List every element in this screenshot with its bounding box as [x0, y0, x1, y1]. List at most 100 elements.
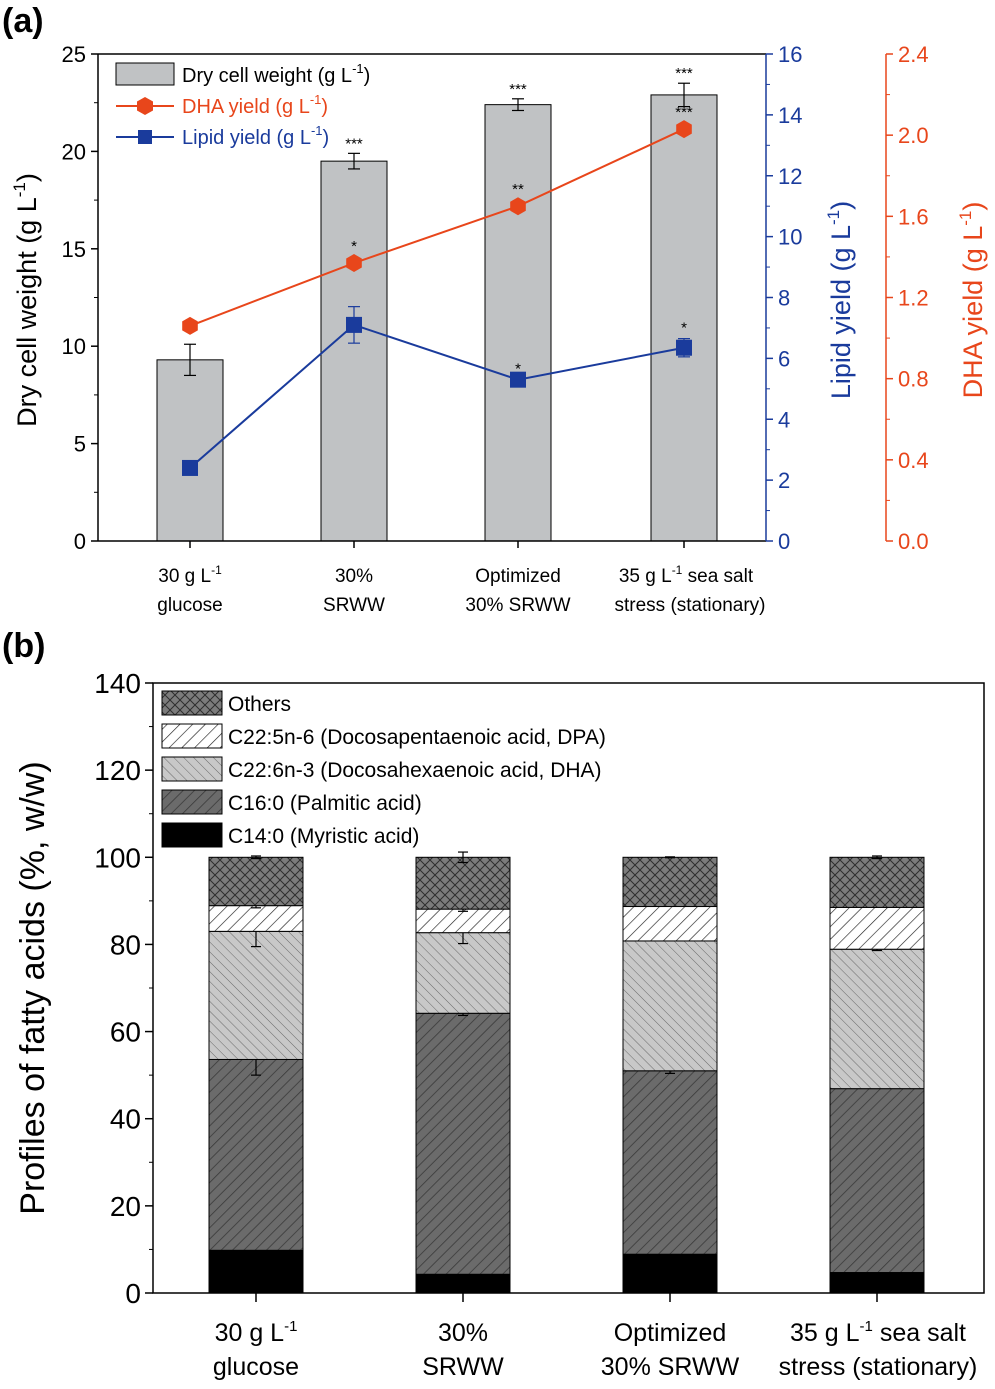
a-cat-3-line1: Optimized — [475, 566, 561, 587]
a-left-tick-label: 15 — [62, 237, 86, 262]
b-dha-segment — [208, 930, 304, 1060]
a-cat-4-line1-text: 35 g L — [619, 566, 672, 587]
a-legend-dha-marker — [137, 97, 153, 115]
a-left-axis-title-sup: -1 — [10, 182, 29, 197]
a-lipid-line — [189, 323, 685, 469]
a-left-axis-title-close: ) — [12, 173, 42, 182]
a-cat-1-line1: 30 g L-1 — [158, 563, 222, 587]
a-lipid-tick-label: 16 — [778, 42, 802, 67]
a-cat-4-line1-sup: -1 — [672, 563, 683, 577]
b-legend-dha-swatch — [161, 756, 223, 782]
a-dha-line — [189, 128, 685, 327]
b-palmitic-segment — [208, 1058, 304, 1251]
b-y-tick-label: 140 — [94, 668, 141, 699]
a-legend-dha-text: DHA yield (g L — [182, 96, 310, 118]
panel-b-label: (b) — [2, 627, 45, 665]
a-lipid-tick-label: 0 — [778, 529, 790, 554]
b-y-tick-label: 60 — [110, 1017, 141, 1048]
a-cat-1-line1-sup: -1 — [211, 563, 222, 577]
a-left-axis-title: Dry cell weight (g L-1) — [10, 173, 42, 427]
a-legend: Dry cell weight (g L-1) DHA yield (g L-1… — [115, 61, 370, 149]
a-lipid-tick-label: 2 — [778, 468, 790, 493]
b-cat-4-line1-text: 35 g L — [790, 1319, 860, 1347]
panel-a-label: (a) — [2, 2, 44, 40]
b-cat-4-line1-sup: -1 — [860, 1318, 873, 1335]
a-dha-tick-label: 0.8 — [898, 367, 929, 392]
a-legend-dcw-sup: -1 — [352, 61, 364, 76]
b-y-tick-label: 80 — [110, 929, 141, 960]
a-legend-dcw-text: Dry cell weight (g L — [182, 65, 352, 87]
b-legend-myristic-label: C14:0 (Myristic acid) — [228, 825, 419, 848]
b-dpa-segment — [415, 908, 511, 934]
a-dha-point — [510, 197, 526, 216]
a-dha-tick-label: 2.4 — [898, 42, 929, 67]
a-dcw-bar — [650, 94, 718, 542]
a-dcw-bar — [484, 104, 552, 542]
b-dha-segment — [415, 932, 511, 1014]
b-myristic-segment — [415, 1273, 511, 1294]
a-lipid-axis-title-close: ) — [826, 201, 856, 210]
a-dcw-bar — [156, 359, 224, 542]
a-lipid-tick-label: 12 — [778, 164, 802, 189]
b-myristic-segment — [622, 1253, 718, 1294]
b-legend-others-label: Others — [228, 693, 291, 716]
a-legend-lipid-close: ) — [323, 127, 330, 149]
a-dha-significance: * — [351, 238, 357, 255]
b-y-tick-label: 40 — [110, 1104, 141, 1135]
a-dha-significance: *** — [675, 104, 693, 121]
a-cat-3-line2: 30% SRWW — [465, 595, 570, 616]
b-cat-1-line1-text: 30 g L — [215, 1319, 285, 1347]
a-legend-dcw-swatch — [115, 62, 175, 86]
b-y-tick-label: 20 — [110, 1191, 141, 1222]
b-myristic-segment — [208, 1249, 304, 1294]
b-dpa-segment — [622, 906, 718, 942]
b-others-segment — [622, 856, 718, 908]
a-cat-4-line1-tail: sea salt — [682, 566, 753, 587]
b-dha-segment — [622, 940, 718, 1072]
a-legend-dcw-label: Dry cell weight (g L-1) — [182, 61, 370, 87]
b-y-tick-label: 0 — [125, 1278, 141, 1309]
a-dha-axis-title: DHA yield (g L-1) — [956, 202, 988, 399]
a-left-axis-title-text: Dry cell weight (g L — [12, 197, 42, 427]
a-dha-tick-label: 2.0 — [898, 123, 929, 148]
b-y-tick-label: 100 — [94, 842, 141, 873]
a-legend-dha-label: DHA yield (g L-1) — [182, 92, 328, 118]
a-dha-tick-label: 1.6 — [898, 204, 929, 229]
a-lipid-tick-label: 10 — [778, 225, 802, 250]
b-cat-3-line2: 30% SRWW — [601, 1353, 740, 1381]
b-palmitic-segment — [829, 1088, 925, 1274]
a-left-tick-label: 0 — [74, 529, 86, 554]
b-cat-1-line2: glucose — [213, 1353, 299, 1381]
a-dha-axis-title-sup: -1 — [956, 211, 975, 226]
a-lipid-tick-label: 14 — [778, 103, 802, 128]
a-dha-tick-label: 1.2 — [898, 286, 929, 311]
a-left-tick-label: 10 — [62, 334, 86, 359]
a-lipid-point — [182, 459, 198, 476]
b-others-segment — [208, 856, 304, 907]
a-dha-tick-label: 0.4 — [898, 448, 929, 473]
panel-a-plot: *********051015202502468101214160.00.40.… — [62, 42, 929, 554]
b-others-segment — [415, 856, 511, 910]
a-dha-axis-title-close: ) — [958, 202, 988, 211]
a-dha-point — [346, 254, 362, 272]
b-palmitic-segment — [415, 1012, 511, 1275]
a-lipid-tick-label: 6 — [778, 346, 790, 371]
a-lipid-point — [510, 371, 526, 388]
a-legend-lipid-sup: -1 — [311, 123, 323, 138]
a-lipid-axis-title-sup: -1 — [824, 210, 843, 225]
b-cat-4-line2: stress (stationary) — [779, 1353, 978, 1381]
b-dha-segment — [829, 948, 925, 1090]
a-legend-lipid-marker — [138, 130, 152, 144]
a-lipid-significance: * — [681, 320, 687, 337]
b-legend-palmitic-swatch — [161, 789, 223, 815]
a-lipid-point — [346, 316, 362, 333]
a-left-tick-label: 20 — [62, 139, 86, 164]
b-y-tick-label: 120 — [94, 755, 141, 786]
b-cat-3-line1: Optimized — [614, 1319, 727, 1347]
b-y-axis-title: Profiles of fatty acids (%, w/w) — [14, 761, 52, 1214]
a-left-tick-label: 5 — [74, 432, 86, 457]
a-legend-dha-close: ) — [321, 96, 328, 118]
a-legend-dha-sup: -1 — [310, 92, 322, 107]
b-legend-myristic-swatch — [161, 822, 223, 848]
